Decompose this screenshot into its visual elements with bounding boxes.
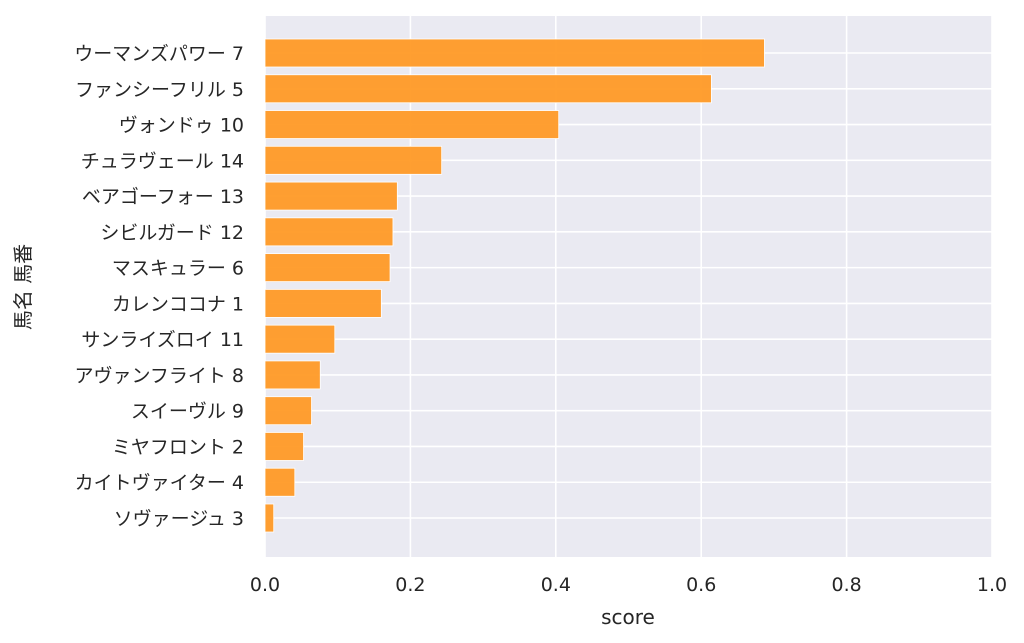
bar (264, 217, 394, 247)
bar (264, 253, 391, 283)
x-tick-label: 0.6 (686, 574, 716, 596)
bar (264, 503, 275, 533)
x-tick-label: 0.4 (541, 574, 571, 596)
x-tick-label: 0.8 (831, 574, 861, 596)
y-tick-label: サンライズロイ 11 (81, 329, 244, 351)
x-tick-label: 0.2 (395, 574, 425, 596)
y-tick-label: ヴォンドゥ 10 (119, 115, 244, 137)
bar (264, 432, 304, 461)
x-tick-label: 1.0 (977, 574, 1007, 596)
plot-background (265, 16, 992, 557)
bar (264, 288, 382, 318)
bar (264, 360, 321, 390)
bar (264, 38, 765, 68)
bar (264, 396, 312, 426)
x-axis-label: score (601, 605, 655, 629)
bar (264, 324, 336, 354)
y-tick-label: アヴァンフライト 8 (74, 365, 244, 387)
y-tick-label: チュラヴェール 14 (81, 150, 244, 172)
bar (264, 145, 443, 175)
y-tick-label: ベアゴーフォー 13 (82, 186, 244, 208)
y-tick-label: ウーマンズパワー 7 (74, 43, 244, 65)
y-tick-label: カレンココナ 1 (112, 293, 244, 315)
y-tick-label: ソヴァージュ 3 (114, 508, 244, 530)
y-axis-label: 馬名 馬番 (11, 244, 35, 330)
y-tick-label: シビルガード 12 (100, 222, 244, 244)
bar (264, 467, 296, 497)
y-tick-label: ミヤフロント 2 (112, 436, 244, 458)
y-tick-label: カイトヴァイター 4 (75, 472, 244, 494)
bar (264, 181, 398, 211)
y-tick-label: マスキュラー 6 (112, 258, 244, 280)
bar (264, 74, 712, 104)
y-tick-label: スイーヴル 9 (131, 401, 244, 423)
bar (264, 110, 560, 139)
x-tick-label: 0.0 (250, 574, 280, 596)
y-tick-label: ファンシーフリル 5 (75, 79, 244, 101)
